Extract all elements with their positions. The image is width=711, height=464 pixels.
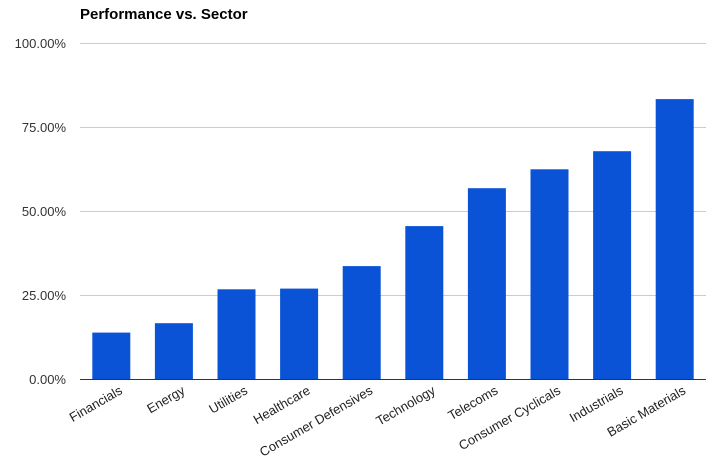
bar: [342, 266, 381, 379]
bar: [593, 151, 632, 379]
x-tick-label: Utilities: [206, 382, 250, 416]
x-axis-ticks: Financials Energy Utilities HealthcareConsu…: [67, 382, 689, 459]
bar: [530, 169, 569, 379]
y-tick-label: 100.00%: [15, 36, 67, 51]
x-tick-label: Telecoms: [445, 382, 500, 423]
bar: [92, 332, 131, 379]
x-tick-label: Financials: [67, 382, 126, 425]
bar: [405, 226, 444, 379]
y-tick-label: 75.00%: [22, 120, 67, 135]
y-axis-ticks: 0.00% 25.00% 50.00% 75.00% 100.00%: [15, 36, 67, 387]
x-tick-label: Consumer Cyclicals: [456, 382, 563, 453]
bar: [280, 288, 319, 379]
y-tick-label: 0.00%: [29, 372, 66, 387]
bar: [467, 188, 506, 379]
bar: [217, 289, 256, 379]
bar: [154, 323, 193, 379]
y-tick-label: 25.00%: [22, 288, 67, 303]
chart-title: Performance vs. Sector: [80, 6, 248, 23]
y-tick-label: 50.00%: [22, 204, 67, 219]
x-tick-label: Energy: [144, 382, 188, 416]
x-tick-label: Consumer Defensives: [257, 382, 376, 459]
x-tick-label: Technology: [373, 382, 438, 428]
bars: [92, 99, 694, 379]
bar: [655, 99, 694, 379]
